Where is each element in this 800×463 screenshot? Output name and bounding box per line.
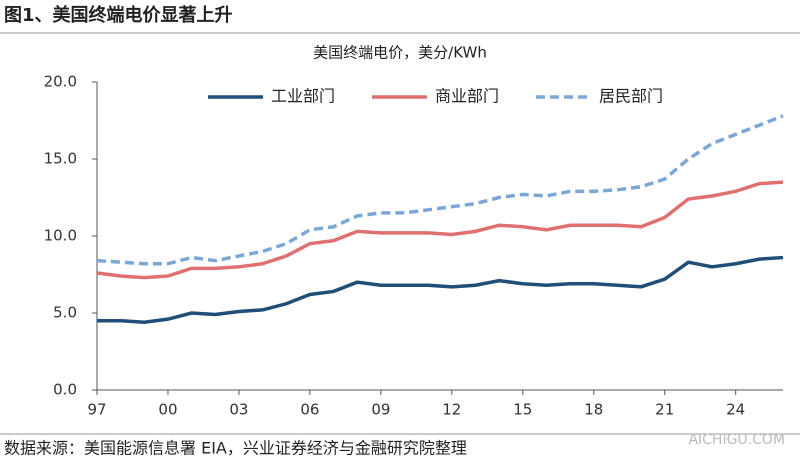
x-tick-label: 06 — [300, 401, 319, 419]
series-line — [96, 114, 784, 266]
watermark: AICHIGU.COM — [688, 432, 785, 448]
legend-label: 工业部门 — [271, 87, 335, 106]
figure-title: 图1、美国终端电价显著上升 — [4, 4, 233, 26]
x-tick-label: 00 — [158, 401, 177, 419]
y-tick-label: 15.0 — [44, 150, 77, 168]
y-tick-label: 20.0 — [44, 73, 77, 91]
x-tick-label: 18 — [584, 401, 603, 419]
y-tick-label: 5.0 — [53, 304, 77, 322]
chart-title: 美国终端电价，美分/KWh — [313, 44, 487, 62]
x-tick-label: 03 — [229, 401, 248, 419]
legend-label: 居民部门 — [599, 87, 663, 106]
series-line — [97, 255, 784, 324]
source: 数据来源：美国能源信息署 EIA，兴业证券经济与金融研究院整理 — [4, 439, 467, 458]
x-tick-label: 24 — [726, 401, 745, 419]
x-tick-label: 09 — [371, 401, 390, 419]
x-tick-label: 15 — [513, 401, 532, 419]
series-line — [96, 180, 784, 280]
y-tick-label: 0.0 — [53, 381, 77, 399]
x-tick-label: 12 — [442, 401, 461, 419]
x-tick-label: 21 — [655, 401, 674, 419]
x-tick-label: 97 — [87, 401, 106, 419]
y-tick-label: 10.0 — [44, 227, 77, 245]
legend-label: 商业部门 — [435, 87, 499, 106]
